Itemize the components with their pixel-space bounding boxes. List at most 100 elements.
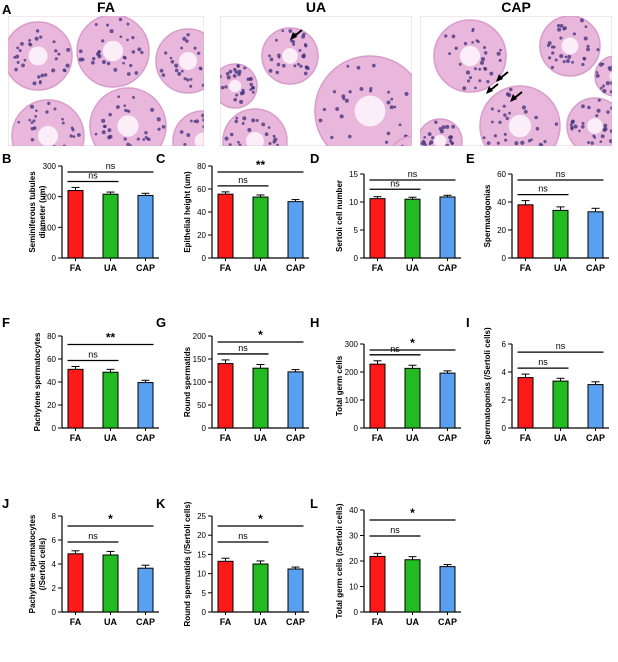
- cell-nucleus: [34, 114, 38, 118]
- y-axis-label: diameter (um): [38, 185, 47, 238]
- cell-nucleus: [609, 89, 612, 94]
- cell-nucleus: [169, 56, 173, 60]
- bar-fa: [369, 198, 386, 259]
- cell-nucleus: [428, 142, 432, 146]
- cell-nucleus: [445, 143, 450, 146]
- tubule-lumen: [587, 118, 603, 134]
- cell-nucleus: [523, 109, 528, 114]
- cell-nucleus: [129, 63, 133, 68]
- cell-nucleus: [613, 83, 616, 86]
- significance-label: ns: [88, 531, 98, 541]
- cell-nucleus: [554, 58, 558, 62]
- cell-nucleus: [28, 42, 32, 46]
- cell-nucleus: [109, 29, 114, 34]
- cell-nucleus: [605, 81, 610, 86]
- cell-nucleus: [269, 57, 274, 62]
- cell-nucleus: [527, 139, 532, 143]
- histology-image-fa: [8, 16, 215, 151]
- cell-nucleus: [159, 68, 164, 73]
- cell-nucleus: [77, 133, 81, 137]
- tubule-lumen: [561, 37, 579, 55]
- cell-nucleus: [54, 57, 58, 61]
- x-tick-label-ua: UA: [254, 263, 267, 273]
- y-tick-label: 25: [197, 512, 206, 521]
- cell-nucleus: [94, 22, 98, 26]
- cell-nucleus: [237, 72, 241, 77]
- bar-ua: [252, 367, 269, 429]
- cell-nucleus: [347, 134, 352, 139]
- histology-image-cap: [420, 16, 616, 146]
- cell-nucleus: [342, 97, 346, 101]
- cell-nucleus: [610, 106, 612, 110]
- y-tick-label: 40: [47, 378, 56, 387]
- cell-nucleus: [520, 140, 525, 145]
- cell-nucleus: [90, 60, 95, 65]
- cell-nucleus: [78, 49, 83, 54]
- y-tick-label: 8: [52, 512, 57, 521]
- cell-nucleus: [425, 156, 429, 160]
- bar-cap: [137, 382, 154, 429]
- cell-nucleus: [235, 93, 239, 97]
- cell-nucleus: [603, 127, 608, 132]
- cell-nucleus: [32, 81, 37, 86]
- cell-nucleus: [610, 65, 612, 69]
- cell-nucleus: [498, 120, 502, 124]
- cell-nucleus: [47, 148, 50, 151]
- histology-title-cap: CAP: [501, 0, 531, 15]
- cell-nucleus: [30, 121, 34, 125]
- cell-nucleus: [288, 29, 293, 33]
- cell-nucleus: [119, 35, 123, 39]
- cell-nucleus: [503, 132, 507, 136]
- bar-fa: [517, 204, 534, 259]
- cell-nucleus: [183, 77, 187, 81]
- cell-nucleus: [569, 123, 573, 127]
- cell-nucleus: [465, 70, 470, 75]
- cell-nucleus: [276, 143, 279, 146]
- cell-nucleus: [236, 65, 240, 68]
- y-tick-label: 10: [197, 570, 206, 579]
- cell-nucleus: [203, 65, 204, 68]
- cell-nucleus: [454, 46, 458, 51]
- bar-ua: [552, 380, 569, 429]
- cell-nucleus: [201, 83, 204, 88]
- bar-cap: [287, 568, 304, 613]
- cell-nucleus: [134, 71, 139, 75]
- panel-letter-h: H: [310, 315, 319, 330]
- cell-nucleus: [403, 153, 407, 157]
- bar-cap: [587, 384, 604, 429]
- y-axis-label: Sertoli cell number: [335, 180, 344, 252]
- cell-nucleus: [232, 74, 237, 78]
- chart-b: B 0 100 200 300 Seminiferous tubules diameter …: [2, 151, 159, 273]
- cell-nucleus: [268, 68, 273, 73]
- bar-fa: [217, 363, 234, 429]
- cell-nucleus: [595, 114, 599, 118]
- y-tick-label: 20: [197, 231, 206, 240]
- tubule-epithelium: [391, 135, 412, 146]
- cell-nucleus: [212, 140, 215, 143]
- seminiferous-tubule: [391, 135, 429, 171]
- chart-j: J 0 2 4 6 8 Pachytene spermatocytes (/Sertoli c…: [2, 496, 159, 627]
- cell-nucleus: [220, 74, 222, 79]
- cell-nucleus: [389, 105, 394, 110]
- seminiferous-tubule: [89, 87, 167, 146]
- cell-nucleus: [249, 82, 254, 87]
- y-tick-label: 200: [43, 193, 57, 202]
- cell-nucleus: [400, 167, 404, 171]
- cell-nucleus: [480, 57, 486, 62]
- cell-nucleus: [210, 58, 213, 61]
- arrow-head: [496, 74, 503, 82]
- bar-fa: [369, 555, 386, 613]
- panel-letter-f: F: [2, 315, 10, 330]
- cell-nucleus: [245, 152, 248, 155]
- cell-nucleus: [247, 128, 252, 133]
- x-tick-label-ua: UA: [406, 263, 419, 273]
- bar-cap: [287, 201, 304, 259]
- y-axis-label: Round spermatids: [183, 346, 192, 417]
- cell-nucleus: [126, 38, 129, 42]
- cell-nucleus: [598, 62, 604, 67]
- x-tick-label-cap: CAP: [286, 617, 305, 627]
- y-tick-label: 300: [43, 162, 57, 171]
- cell-nucleus: [590, 141, 594, 145]
- cell-nucleus: [439, 129, 444, 134]
